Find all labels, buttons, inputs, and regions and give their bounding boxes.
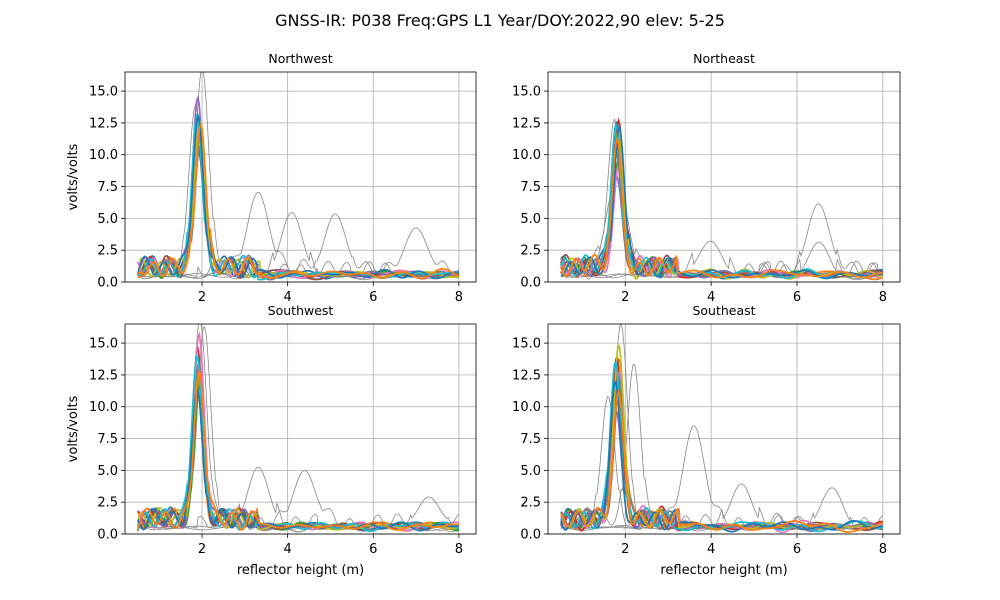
x-tick-label: 4 [707,542,715,557]
y-tick-label: 0.0 [97,276,118,291]
y-tick-label: 7.5 [520,432,541,447]
panel-frame [124,323,477,535]
x-tick-label: 4 [284,290,292,305]
x-tick-label: 6 [793,542,801,557]
panel-southeast: 2 4 6 8 0.0 2.5 5.0 7.5 10.0 12.5 15.0 Southeast ref… [512,303,901,578]
y-tick-label: 0.0 [97,528,118,543]
panel-frame [547,323,901,535]
x-tick-label: 2 [621,290,629,305]
x-tick-label: 6 [369,290,377,305]
y-tick-label: 5.0 [97,464,118,479]
x-tick-label: 8 [455,542,463,557]
rejected-series-line [137,227,460,280]
x-axis-label: reflector height (m) [660,563,787,578]
y-tick-label: 7.5 [520,180,541,195]
y-tick-label: 2.5 [520,244,541,259]
panels: 2 4 6 8 0.0 2.5 5.0 7.5 10.0 12.5 15.0 Northwest vol… [66,51,901,578]
y-axis-label: volts/volts [66,395,81,462]
y-tick-label: 15.0 [89,337,118,352]
x-tick-label: 8 [455,290,463,305]
y-tick-label: 10.0 [89,148,118,163]
series-group [560,324,884,534]
y-tick-label: 5.0 [520,464,541,479]
y-tick-label: 12.5 [512,116,541,131]
panel-title: Southwest [268,303,334,318]
y-tick-label: 2.5 [97,496,118,511]
x-tick-label: 2 [621,542,629,557]
y-tick-label: 0.0 [520,276,541,291]
y-tick-label: 12.5 [512,368,541,383]
series-group [136,324,460,533]
y-tick-label: 2.5 [520,496,541,511]
series-line [137,113,459,281]
y-tick-label: 10.0 [89,400,118,415]
panel-northeast: 2 4 6 8 0.0 2.5 5.0 7.5 10.0 12.5 15.0 Northeast [512,51,901,305]
panel-southwest: 2 4 6 8 0.0 2.5 5.0 7.5 10.0 12.5 15.0 Southwest vol… [66,303,477,578]
x-tick-label: 8 [879,290,887,305]
x-tick-label: 6 [369,542,377,557]
y-tick-label: 12.5 [89,368,118,383]
series-line [560,126,883,280]
panel-northwest: 2 4 6 8 0.0 2.5 5.0 7.5 10.0 12.5 15.0 Northwest vol… [66,51,477,305]
y-tick-label: 5.0 [520,212,541,227]
x-tick-label: 4 [707,290,715,305]
panel-frame [124,71,477,283]
panel-frame [547,71,901,283]
rejected-series-line [560,240,883,279]
y-tick-label: 2.5 [97,244,118,259]
y-tick-label: 10.0 [512,148,541,163]
panel-title: Southeast [692,303,755,318]
y-tick-label: 0.0 [520,528,541,543]
x-tick-label: 4 [284,542,292,557]
x-tick-label: 8 [879,542,887,557]
y-tick-label: 15.0 [89,85,118,100]
y-tick-label: 15.0 [512,337,541,352]
y-axis-label: volts/volts [66,143,81,210]
y-tick-label: 10.0 [512,400,541,415]
series-line [137,123,460,280]
series-line [137,367,460,531]
y-tick-label: 7.5 [97,432,118,447]
series-line [137,353,460,533]
y-tick-label: 7.5 [97,180,118,195]
x-tick-label: 2 [198,290,206,305]
figure-title: GNSS-IR: P038 Freq:GPS L1 Year/DOY:2022,… [275,11,725,30]
series-line [137,389,459,532]
panel-title: Northwest [268,51,332,66]
series-line [560,135,883,279]
series-line [560,389,884,533]
y-tick-label: 5.0 [97,212,118,227]
series-group [560,117,884,281]
x-axis-label: reflector height (m) [237,563,364,578]
y-tick-label: 12.5 [89,116,118,131]
y-tick-label: 15.0 [512,85,541,100]
x-tick-label: 2 [198,542,206,557]
panel-title: Northeast [693,51,755,66]
x-tick-label: 6 [793,290,801,305]
series-group [136,72,460,281]
